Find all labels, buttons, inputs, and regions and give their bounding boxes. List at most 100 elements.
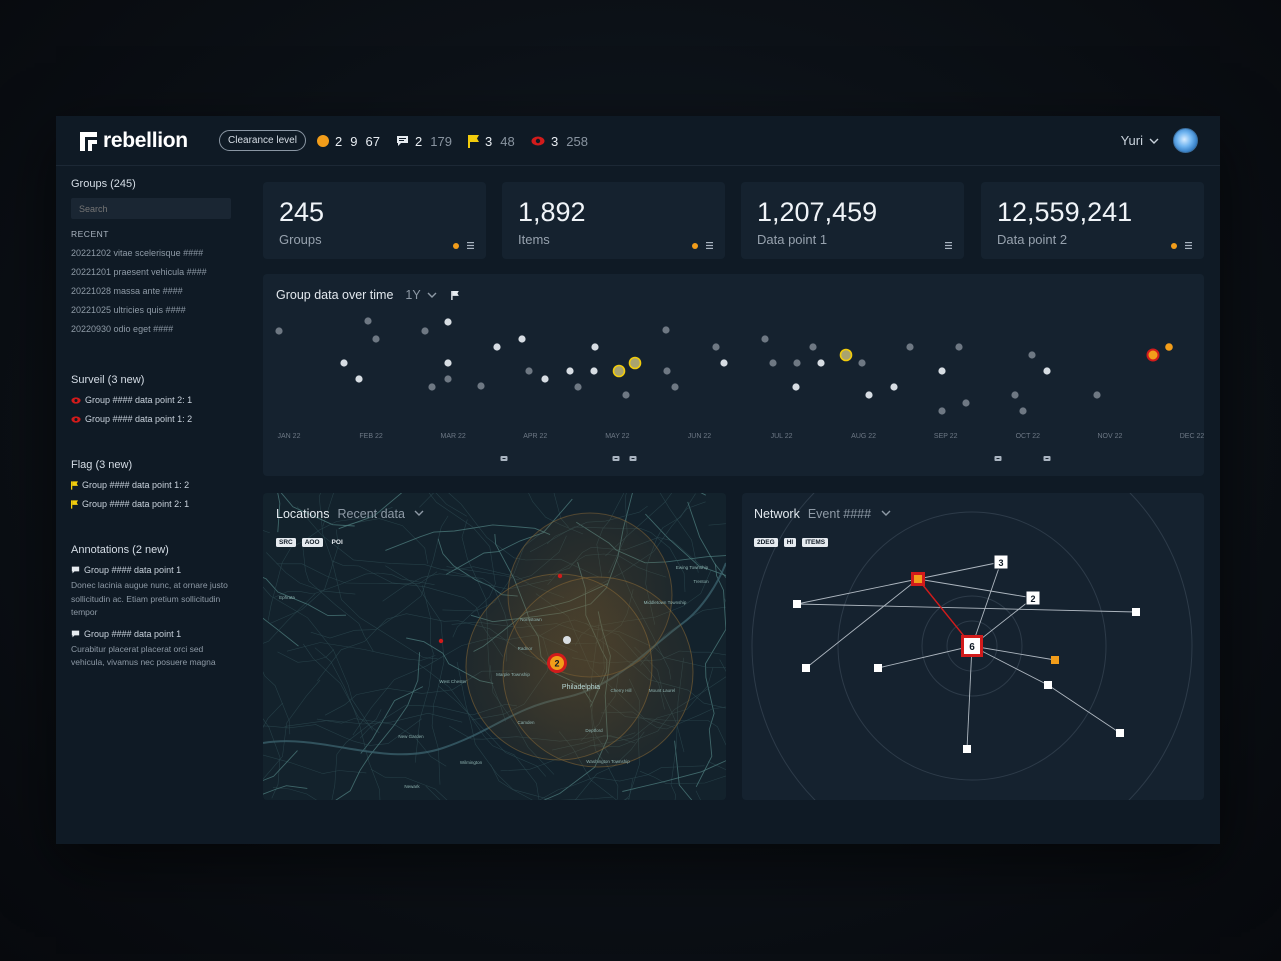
clearance-level-button[interactable]: Clearance level	[219, 130, 306, 151]
map-point[interactable]	[438, 638, 444, 644]
card-data-point-2[interactable]: 12,559,241 Data point 2	[981, 182, 1204, 259]
menu-icon[interactable]	[706, 242, 713, 249]
network-graph[interactable]: 3 2 6	[742, 493, 1204, 800]
timeline-point[interactable]	[1028, 351, 1036, 359]
comment-icon[interactable]	[994, 456, 1002, 461]
timeline-point[interactable]	[428, 383, 436, 391]
menu-icon[interactable]	[945, 242, 952, 249]
recent-item[interactable]: 20221028 massa ante ####	[71, 286, 183, 296]
timeline-point-alert[interactable]	[1146, 348, 1160, 362]
timeline-point[interactable]	[1011, 391, 1019, 399]
timeline-point[interactable]	[1043, 367, 1051, 375]
chevron-down-icon[interactable]	[881, 508, 891, 518]
network-node[interactable]	[802, 664, 810, 672]
network-node[interactable]	[1044, 681, 1052, 689]
timeline-point[interactable]	[444, 359, 452, 367]
chevron-down-icon[interactable]	[427, 290, 437, 300]
timeline-point[interactable]	[865, 391, 873, 399]
timeline-point[interactable]	[938, 407, 946, 415]
timeline-point[interactable]	[493, 343, 501, 351]
network-filter[interactable]: Event ####	[807, 507, 872, 521]
network-node[interactable]	[1132, 608, 1140, 616]
timeline-point[interactable]	[769, 359, 777, 367]
timeline-point[interactable]	[421, 327, 429, 335]
user-menu[interactable]: Yuri	[1121, 128, 1198, 153]
timeline-point[interactable]	[444, 318, 452, 326]
brand-logo[interactable]: rebellion	[80, 129, 188, 153]
timeline-point[interactable]	[809, 343, 817, 351]
tag-hi[interactable]: HI	[783, 538, 797, 547]
network-node-labelled[interactable]: 3	[993, 554, 1009, 570]
timeline-point[interactable]	[712, 343, 720, 351]
comment-icon[interactable]	[1043, 456, 1051, 461]
timeline-point[interactable]	[477, 382, 485, 390]
timeline-point[interactable]	[955, 343, 963, 351]
timeline-point[interactable]	[591, 343, 599, 351]
recent-item[interactable]: 20221025 ultricies quis ####	[71, 305, 186, 315]
chevron-down-icon[interactable]	[414, 508, 424, 518]
map-point[interactable]	[557, 573, 563, 579]
timeline-point[interactable]	[340, 359, 348, 367]
timeline-point[interactable]	[525, 367, 533, 375]
timeline-point[interactable]	[858, 359, 866, 367]
timeline-point[interactable]	[364, 317, 372, 325]
timeline-point[interactable]	[1019, 407, 1027, 415]
card-items[interactable]: 1,892 Items	[502, 182, 725, 259]
timeline-point[interactable]	[906, 343, 914, 351]
stat-surveil[interactable]: 3 258	[531, 133, 588, 149]
timeline-point[interactable]	[792, 383, 800, 391]
comment-icon[interactable]	[500, 456, 508, 461]
timeline-point[interactable]	[793, 359, 801, 367]
locations-map[interactable]: Philadelphia Trenton Norristown Radnor Marpl…	[263, 493, 726, 800]
stat-comments[interactable]: 2 179	[396, 133, 452, 149]
timeline-point[interactable]	[662, 326, 670, 334]
timeline-point-flagged[interactable]	[628, 356, 642, 370]
tag-items[interactable]: ITEMS	[802, 538, 829, 547]
surveil-item[interactable]: Group #### data point 2: 1	[71, 395, 236, 405]
comment-icon[interactable]	[612, 456, 620, 461]
recent-item[interactable]: 20221202 vitae scelerisque ####	[71, 248, 204, 258]
flag-item[interactable]: Group #### data point 1: 2	[71, 480, 236, 490]
surveil-item[interactable]: Group #### data point 1: 2	[71, 414, 236, 424]
timeline-point[interactable]	[962, 399, 970, 407]
timeline-point[interactable]	[574, 383, 582, 391]
map-cluster-marker[interactable]: 2	[547, 653, 567, 673]
flag-item[interactable]: Group #### data point 2: 1	[71, 499, 236, 509]
card-data-point-1[interactable]: 1,207,459 Data point 1	[741, 182, 964, 259]
network-node[interactable]	[1116, 729, 1124, 737]
map-point[interactable]	[563, 636, 571, 644]
tag-src[interactable]: SRC	[276, 538, 296, 547]
network-node-orange[interactable]	[1051, 656, 1059, 664]
network-node[interactable]	[963, 745, 971, 753]
network-node-flagged[interactable]	[911, 572, 925, 586]
timeline-point[interactable]	[761, 335, 769, 343]
timeline-point[interactable]	[938, 367, 946, 375]
locations-filter[interactable]: Recent data	[337, 507, 405, 521]
timeline-point[interactable]	[720, 359, 728, 367]
timeline-point-flagged[interactable]	[612, 364, 626, 378]
timeline-point-flagged[interactable]	[839, 348, 853, 362]
recent-item[interactable]: 20220930 odio eget ####	[71, 324, 174, 334]
timeline-point[interactable]	[541, 375, 549, 383]
stat-alerts[interactable]: 2 9 67	[317, 133, 388, 149]
network-node[interactable]	[793, 600, 801, 608]
tag-aoo[interactable]: AOO	[301, 538, 323, 547]
tag-poi[interactable]: POI	[331, 539, 343, 546]
timeline-point[interactable]	[518, 335, 526, 343]
network-node-labelled[interactable]: 2	[1025, 590, 1041, 606]
comment-icon[interactable]	[629, 456, 637, 461]
search-input[interactable]	[71, 198, 231, 219]
timeline-point[interactable]	[355, 375, 363, 383]
network-node-center[interactable]: 6	[961, 635, 983, 657]
annotation-item[interactable]: Group #### data point 1	[71, 565, 236, 575]
timeline-point[interactable]	[275, 327, 283, 335]
timeline-point-orange[interactable]	[1165, 343, 1173, 351]
timeline-point[interactable]	[622, 391, 630, 399]
timeline-chart[interactable]: JAN 22 FEB 22 MAR 22 APR 22 MAY 22 JUN 22 JUL …	[263, 274, 1204, 476]
menu-icon[interactable]	[467, 242, 474, 249]
timeline-point[interactable]	[444, 375, 452, 383]
timeline-point[interactable]	[663, 367, 671, 375]
tag-2deg[interactable]: 2DEG	[754, 538, 778, 547]
timeline-point[interactable]	[1093, 391, 1101, 399]
stat-flags[interactable]: 3 48	[468, 133, 515, 149]
